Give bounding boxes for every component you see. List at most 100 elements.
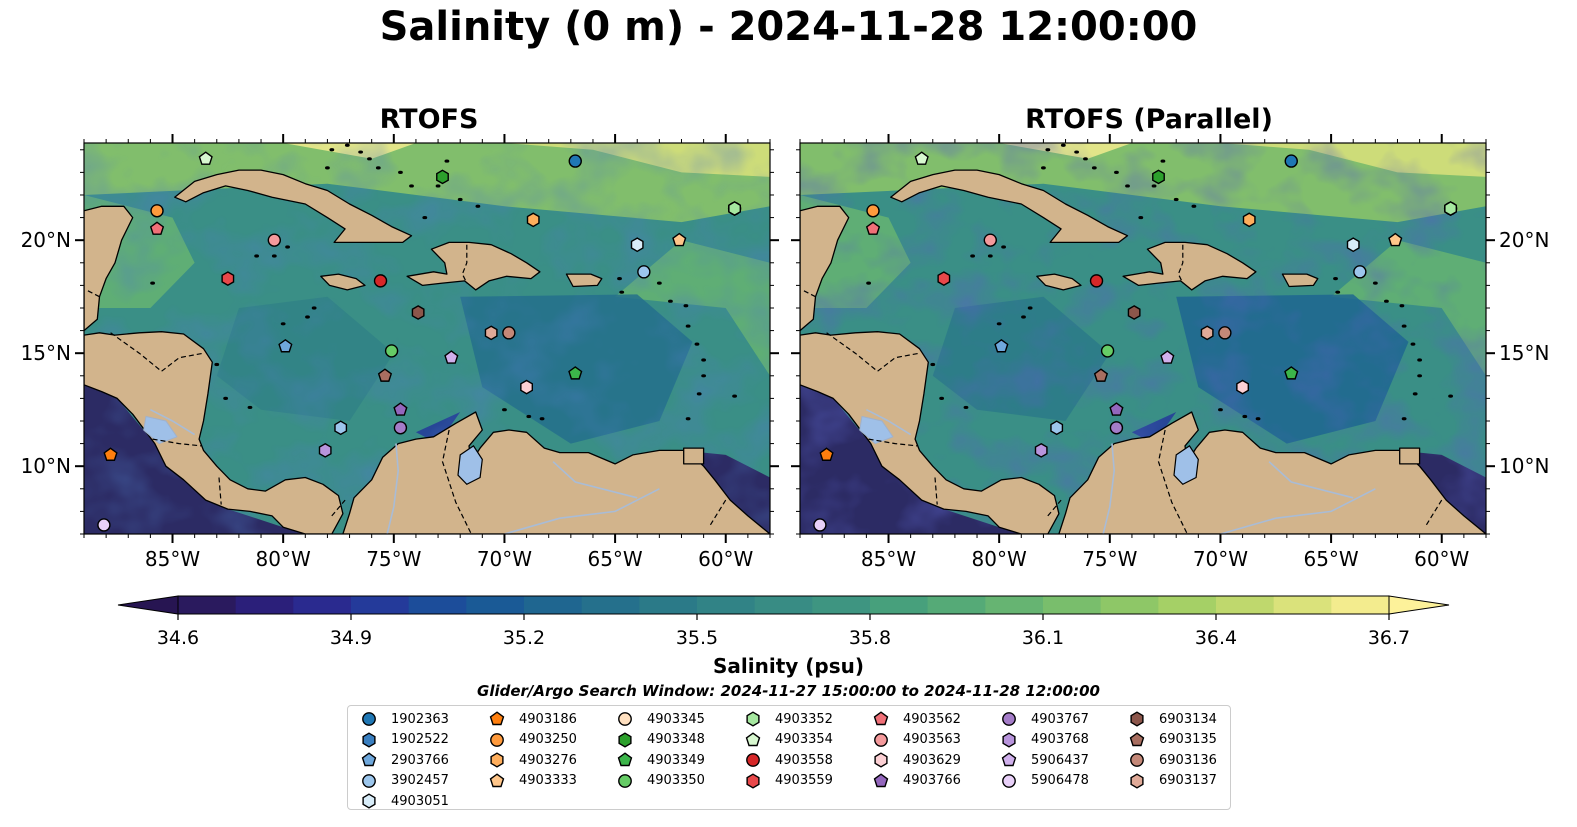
land-mass [565,273,603,288]
small-island [305,315,310,319]
legend-label: 4903345 [647,711,705,727]
small-island [696,392,702,396]
legend-label: 4903768 [1031,732,1089,747]
float-marker [1284,154,1298,168]
small-island [1372,281,1378,285]
colorbar-segment [985,596,1044,614]
circle-marker-icon [490,732,504,747]
legend-label: 4903562 [903,711,961,727]
colorbar-segment [293,596,352,614]
lake-maracaibo [1173,445,1199,486]
small-island [344,143,350,147]
legend-item: 6903137 [1128,771,1217,791]
legend-label: 6903136 [1159,752,1217,768]
small-island [1333,277,1338,281]
legend-marker [362,712,376,726]
float-marker [630,237,644,253]
colorbar-segment [466,596,525,614]
float-marker [221,271,235,287]
circle-marker-icon [874,732,888,747]
land-mass [800,331,1060,534]
small-island [325,166,330,170]
small-island [617,277,622,281]
salinity-region [216,296,394,421]
circle-marker-icon [1130,753,1144,767]
hexagon-marker-icon [1002,731,1016,748]
small-island [435,184,441,188]
legend-marker [618,773,632,788]
small-island [1410,342,1416,346]
lat-tick-label: 10°N [21,454,71,478]
land-mass [84,331,344,534]
colorbar-segment [235,596,294,614]
country-border [1177,244,1184,284]
float-marker [994,338,1009,353]
legend-item: 4903345 [616,709,705,729]
legend-marker [1001,752,1017,767]
legend-marker [745,731,761,746]
float-marker [393,402,408,416]
float-marker [1160,350,1175,364]
small-island [1114,170,1119,174]
lon-tick-label: 75°W [1082,547,1137,571]
small-island [1401,417,1407,421]
legend-marker [1129,731,1145,746]
legend-label: 6903137 [1159,773,1217,788]
country-border [1425,499,1443,526]
legend-item: 2903766 [360,750,449,770]
legend-marker [490,752,504,768]
small-island [1138,215,1144,220]
small-island [1218,408,1223,412]
circle-marker-icon [746,753,760,767]
hexagon-marker-icon [618,731,632,748]
small-island [457,197,463,202]
legend-marker [489,772,505,787]
small-island [701,358,707,362]
small-island [475,204,481,208]
legend-item: 4903766 [872,771,961,791]
legend-label: 1902363 [391,711,449,727]
land-mass [1058,411,1486,534]
float-marker [149,221,165,235]
hexagon-marker-icon [490,752,504,768]
hexagon-marker-icon [362,731,376,748]
legend-item: 4903767 [1000,709,1089,729]
river [1268,461,1354,499]
legend-item: 4903349 [616,750,705,770]
float-marker [1034,442,1048,458]
small-island [668,299,673,303]
colorbar-segment [1216,596,1275,614]
legend-marker [874,732,888,747]
legend-label: 4903333 [519,773,577,788]
pentagon-marker-icon [873,772,889,787]
float-marker [520,379,533,395]
float-marker [1443,201,1458,216]
legend-item: 4903186 [488,709,577,729]
hexagon-marker-icon [362,793,376,809]
salinity-region [84,384,306,534]
small-island [1401,324,1407,328]
colorbar-under-extend [117,595,179,615]
circle-marker-icon [1002,773,1016,788]
river [1102,443,1116,534]
country-border [1047,499,1062,517]
float-marker [1353,265,1367,279]
float-marker [1444,201,1458,216]
land-mass [84,205,134,332]
small-island [732,394,737,398]
hexagon-marker-icon [746,711,760,727]
legend-item: 4903354 [744,730,833,750]
land-mass [174,169,413,244]
small-island [694,342,700,346]
lon-tick-label: 60°W [1414,547,1469,571]
small-island [311,306,317,310]
small-island [866,281,871,285]
salinity-region [681,450,770,534]
small-island [1027,306,1033,310]
small-island [1091,166,1097,170]
small-island [1045,148,1051,152]
small-island [526,414,532,419]
country-border [218,477,222,505]
small-island [1074,150,1080,154]
small-island [502,408,507,412]
